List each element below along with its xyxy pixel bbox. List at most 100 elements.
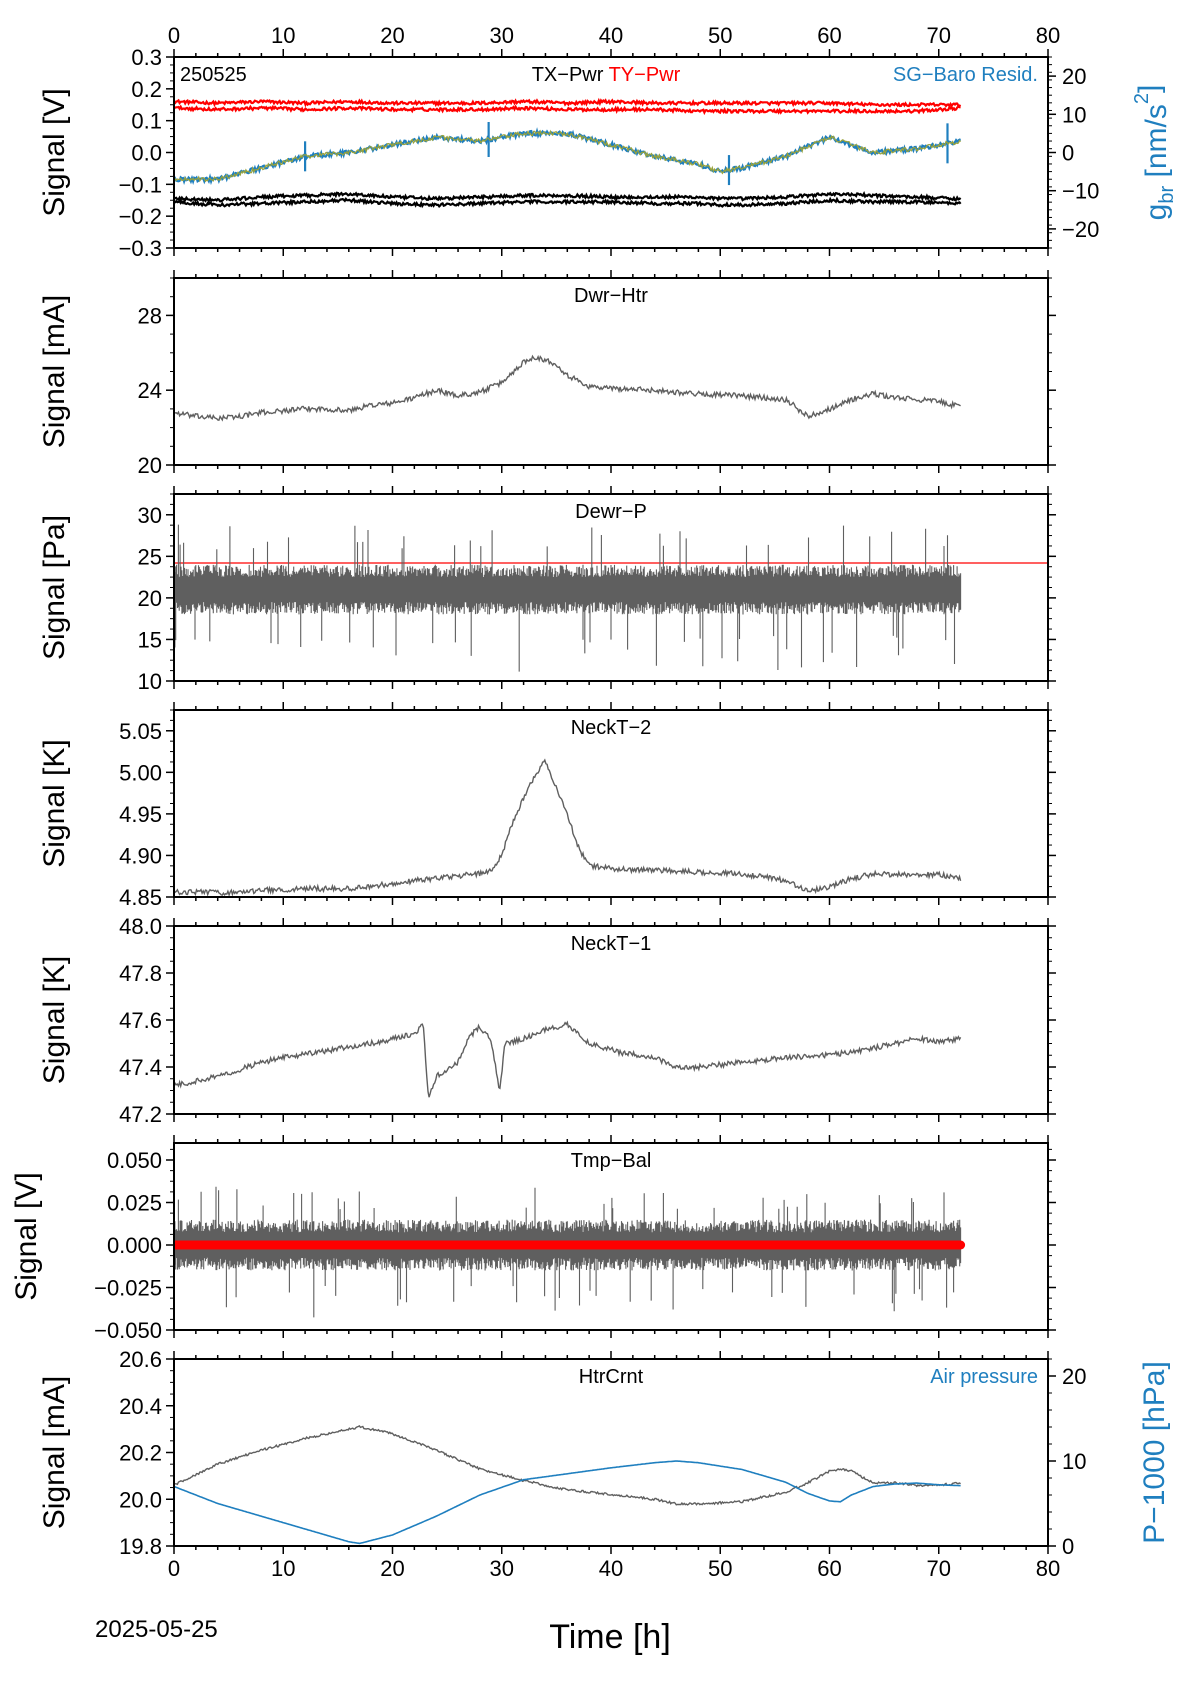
y2-axis-label-part: br — [1156, 186, 1178, 204]
y2-axis-label: P−1000 [hPa] — [1138, 1361, 1171, 1544]
x-tick-label: 80 — [1036, 23, 1060, 48]
y-tick-label: 4.85 — [119, 885, 162, 910]
panel-title: Dwr−Htr — [574, 285, 648, 307]
y2-axis-label-part: 2 — [1131, 93, 1153, 104]
y-tick-label: 19.8 — [119, 1534, 162, 1559]
y-tick-label: 4.95 — [119, 802, 162, 827]
y-tick-label: 28 — [138, 303, 162, 328]
series-tx-pwr — [174, 191, 962, 204]
x-tick-label: 30 — [490, 23, 514, 48]
panel-dewr-p: 10 15 20 25 30 Signal [Pa] Dewr−P — [38, 486, 1056, 694]
series-htrcrnt — [174, 1424, 961, 1506]
x-tick-label: 0 — [168, 1556, 180, 1581]
y-tick-label: 48.0 — [119, 914, 162, 939]
y-tick-label: 0.025 — [107, 1191, 162, 1216]
y-tick-label: 10 — [138, 669, 162, 694]
y2-axis-label-part: [nm/s — [1140, 104, 1173, 186]
legend-right: SG−Baro Resid. — [893, 64, 1038, 86]
series-red-1 — [174, 104, 961, 116]
panel-tx-ty-pwr: 0 10 20 30 40 50 60 70 80 −0.3 −0.2 −0.1 0.0 0.1 0.2 0.… — [38, 23, 1178, 261]
chart-panels: 0 10 20 30 40 50 60 70 80−0.3−0.2−0.10.00.10.20.… — [10, 23, 1178, 1581]
plot-area — [174, 354, 961, 422]
series-signal-0 — [174, 354, 961, 422]
panel-htrcrnt: 0 10 20 30 40 50 60 70 80 19.8 20.0 20.2 20.4 20.6 Sig… — [38, 1347, 1171, 1581]
y-tick-label: 15 — [138, 627, 162, 652]
panel-title-ty: TY−Pwr — [609, 64, 681, 86]
y-tick-label: 5.00 — [119, 760, 162, 785]
series-signal-0 — [174, 1186, 962, 1318]
plot-area — [174, 758, 962, 897]
y-tick-label: −0.3 — [119, 236, 162, 261]
x-tick-label: 70 — [927, 23, 951, 48]
series-olive-5 — [174, 129, 962, 183]
y-tick-label: 0.2 — [131, 77, 162, 102]
y2-axis-label-part: g — [1140, 204, 1173, 221]
plot-area — [174, 1020, 962, 1098]
x-tick-label: 60 — [817, 1556, 841, 1581]
series-signal-0 — [174, 1020, 962, 1098]
y-axis-label: Signal [mA] — [38, 1376, 71, 1529]
legend-right: Air pressure — [930, 1366, 1038, 1388]
y2-axis-label-part: ] — [1133, 85, 1166, 93]
y2-tick-label: 20 — [1062, 64, 1086, 89]
y2-tick-label: 20 — [1062, 1364, 1086, 1389]
x-tick-label: 40 — [599, 1556, 623, 1581]
panel-title: HtrCrnt — [579, 1366, 644, 1388]
x-axis-label: Time [h] — [549, 1618, 671, 1656]
y-tick-label: −0.050 — [94, 1318, 162, 1343]
series-signal-0 — [174, 524, 962, 672]
y-axis-label: Signal [Pa] — [38, 515, 71, 660]
y-tick-label: 30 — [138, 503, 162, 528]
y-axis-label: Signal [V] — [10, 1172, 43, 1300]
y-tick-label: 0.1 — [131, 109, 162, 134]
y-tick-label: 25 — [138, 544, 162, 569]
x-tick-label: 10 — [271, 23, 295, 48]
panel-title: NeckT−1 — [571, 933, 652, 955]
panel-title: Tmp−Bal — [571, 1150, 652, 1172]
y-axis-label: Signal [K] — [38, 956, 71, 1084]
series-signal-0 — [174, 758, 962, 897]
x-tick-label: 50 — [708, 23, 732, 48]
y-tick-label: 20 — [138, 586, 162, 611]
series-sg-baro-resid- — [174, 127, 962, 186]
y-tick-label: 47.6 — [119, 1008, 162, 1033]
panel-title: NeckT−2 — [571, 717, 652, 739]
panel-neckt-1: 47.2 47.4 47.6 47.8 48.0 Signal [K] NeckT−1 — [38, 914, 1056, 1127]
x-tick-label: 40 — [599, 23, 623, 48]
y-tick-label: 47.8 — [119, 961, 162, 986]
series-ty-pwr — [174, 97, 962, 108]
y-tick-label: 0.0 — [131, 141, 162, 166]
y-axis-label: Signal [K] — [38, 739, 71, 867]
x-tick-label: 70 — [927, 1556, 951, 1581]
y-tick-label: 20.4 — [119, 1394, 162, 1419]
y2-tick-label: −20 — [1062, 217, 1099, 242]
y-tick-label: −0.2 — [119, 204, 162, 229]
y-tick-label: 20.6 — [119, 1347, 162, 1372]
y-tick-label: 4.90 — [119, 843, 162, 868]
plot-area — [174, 1424, 961, 1545]
y-tick-label: −0.1 — [119, 172, 162, 197]
y2-tick-label: 0 — [1062, 141, 1074, 166]
y2-tick-label: 0 — [1062, 1534, 1074, 1559]
y-tick-label: 0.050 — [107, 1148, 162, 1173]
y-axis-label: Signal [mA] — [38, 295, 71, 448]
y-tick-label: −0.025 — [94, 1276, 162, 1301]
y2-axis-label: gbr [nm/s2] — [1131, 85, 1178, 221]
y-tick-label: 0.3 — [131, 45, 162, 70]
y-tick-label: 47.4 — [119, 1055, 162, 1080]
x-tick-label: 60 — [817, 23, 841, 48]
y-tick-label: 5.05 — [119, 719, 162, 744]
x-tick-label: 10 — [271, 1556, 295, 1581]
x-tick-label: 50 — [708, 1556, 732, 1581]
y-tick-label: 0.000 — [107, 1233, 162, 1258]
panel-neckt-2: 4.85 4.90 4.95 5.00 5.05 Signal [K] NeckT−2 — [38, 702, 1056, 910]
y2-tick-label: 10 — [1062, 1449, 1086, 1474]
plot-area — [174, 1186, 966, 1318]
x-tick-label: 20 — [380, 1556, 404, 1581]
y-tick-label: 20.0 — [119, 1487, 162, 1512]
panel-title: TX−Pwr TY−Pwr — [532, 64, 681, 86]
panel-dwr-htr: 20 24 28 Signal [mA] Dwr−Htr — [38, 270, 1056, 478]
y-tick-label: 47.2 — [119, 1102, 162, 1127]
date-label: 2025-05-25 — [95, 1616, 218, 1643]
